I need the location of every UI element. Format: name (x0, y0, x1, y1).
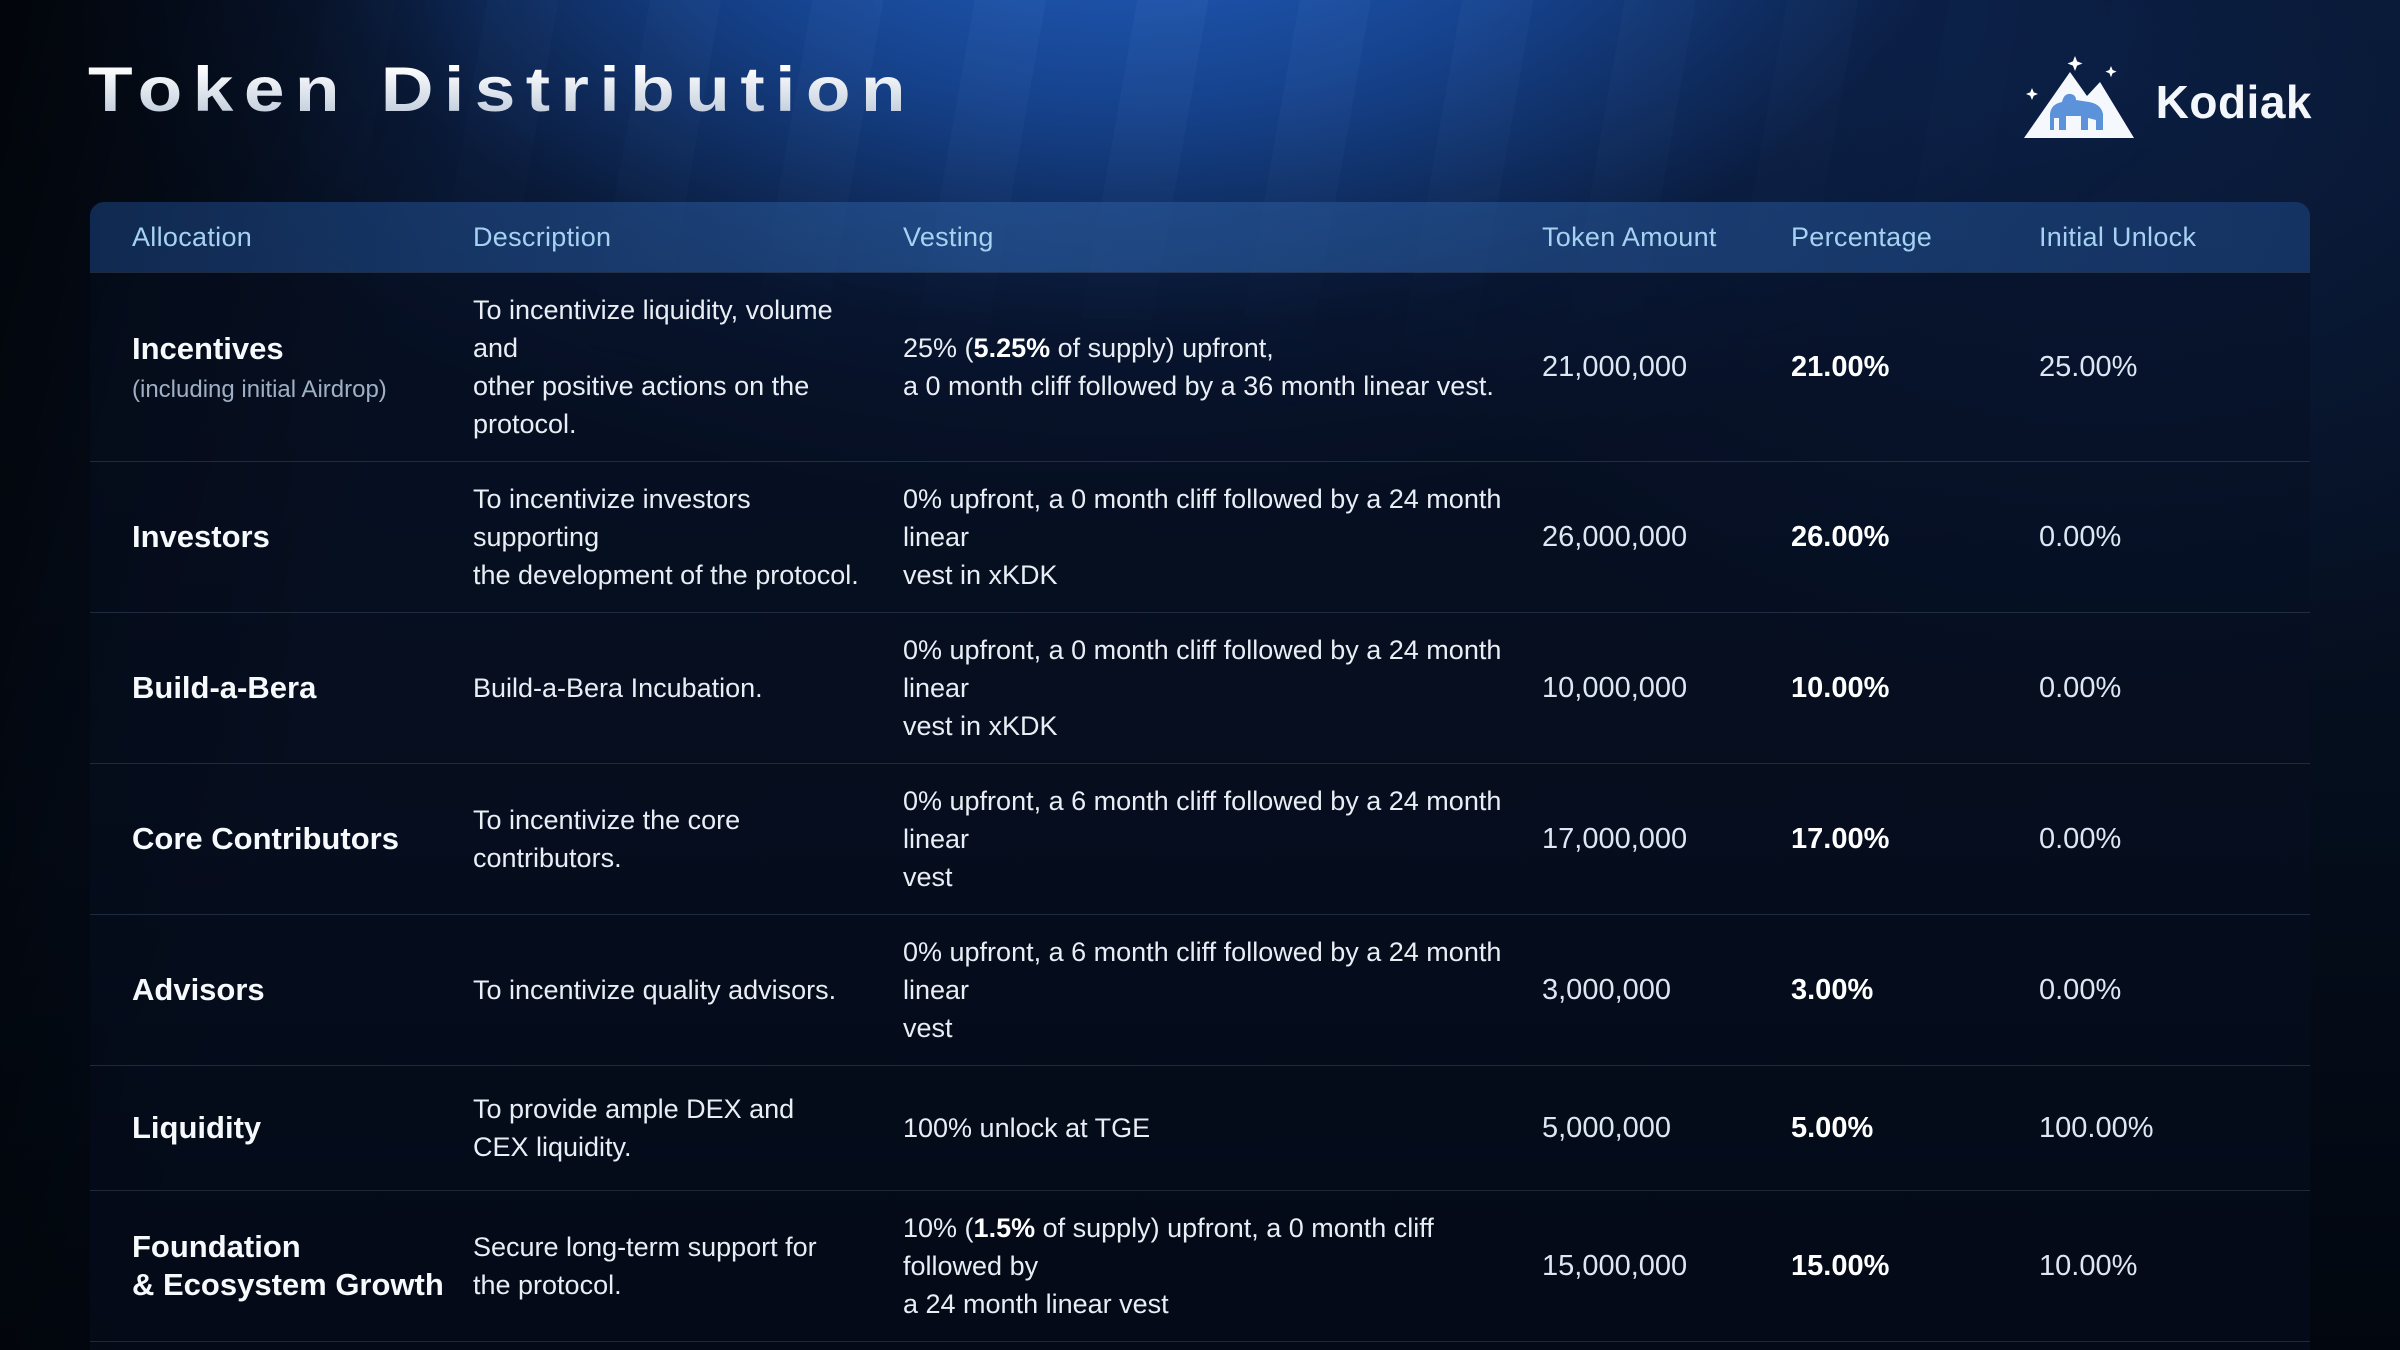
description-cell: To provide ample DEX and CEX liquidity. (473, 1094, 795, 1162)
allocation-cell: Advisors (132, 971, 473, 1009)
logo-wordmark: Kodiak (2155, 76, 2312, 128)
column-header-allocation: Allocation (132, 221, 253, 252)
token-distribution-table: Allocation Description Vesting Token Amo… (90, 202, 2310, 1350)
vesting-text: 0% upfront, a 0 month cliff followed by … (903, 484, 1502, 590)
table-row: Liquidity To provide ample DEX and CEX l… (90, 1065, 2310, 1190)
token-amount-cell: 15,000,000 (1542, 1249, 1688, 1282)
allocation-name: Investors (132, 519, 270, 554)
vesting-cell: 0% upfront, a 6 month cliff followed by … (903, 933, 1542, 1047)
table-row: Investors To incentivize investors suppo… (90, 461, 2310, 612)
allocation-cell: Investors (132, 518, 473, 556)
vesting-cell: 25% (5.25% of supply) upfront, a 0 month… (903, 329, 1542, 405)
column-header-initial-unlock: Initial Unlock (2039, 221, 2197, 252)
percentage-cell: 21.00% (1791, 350, 1890, 383)
vesting-text: 0% upfront, a 6 month cliff followed by … (903, 786, 1502, 892)
description-cell: Secure long-term support for the protoco… (473, 1232, 817, 1300)
kodiak-logo: Kodiak (2016, 52, 2312, 152)
percentage-cell: 15.00% (1791, 1249, 1890, 1282)
vesting-cell: 10% (1.5% of supply) upfront, a 0 month … (903, 1209, 1542, 1323)
percentage-cell: 5.00% (1791, 1111, 1874, 1144)
table-row: Public Sale To distribute tokens to the … (90, 1341, 2310, 1350)
initial-unlock-cell: 0.00% (2039, 520, 2122, 553)
percentage-cell: 10.00% (1791, 671, 1890, 704)
token-amount-cell: 5,000,000 (1542, 1111, 1672, 1144)
vesting-text: 10% ( (903, 1213, 974, 1243)
description-cell: To incentivize quality advisors. (473, 975, 837, 1005)
column-header-description: Description (473, 221, 612, 252)
table-row: Core Contributors To incentivize the cor… (90, 763, 2310, 914)
allocation-name: Core Contributors (132, 821, 399, 856)
initial-unlock-cell: 10.00% (2039, 1249, 2138, 1282)
initial-unlock-cell: 0.00% (2039, 973, 2122, 1006)
percentage-cell: 26.00% (1791, 520, 1890, 553)
allocation-cell: Foundation & Ecosystem Growth (132, 1228, 473, 1304)
token-amount-cell: 21,000,000 (1542, 350, 1688, 383)
initial-unlock-cell: 25.00% (2039, 350, 2138, 383)
token-amount-cell: 10,000,000 (1542, 671, 1688, 704)
description-cell: To incentivize the core contributors. (473, 805, 741, 873)
page-title: Token Distribution (88, 55, 917, 125)
allocation-name: Foundation & Ecosystem Growth (132, 1229, 444, 1302)
allocation-cell: Build-a-Bera (132, 669, 473, 707)
vesting-cell: 0% upfront, a 0 month cliff followed by … (903, 631, 1542, 745)
kodiak-mountain-bear-icon (2023, 56, 2134, 138)
vesting-cell: 100% unlock at TGE (903, 1109, 1542, 1147)
initial-unlock-cell: 0.00% (2039, 671, 2122, 704)
allocation-cell: Incentives (including initial Airdrop) (132, 330, 473, 404)
description-cell: Build-a-Bera Incubation. (473, 673, 763, 703)
table-header-row: Allocation Description Vesting Token Amo… (90, 202, 2310, 272)
token-amount-cell: 17,000,000 (1542, 822, 1688, 855)
column-header-token-amount: Token Amount (1542, 221, 1717, 252)
vesting-text: 100% unlock at TGE (903, 1113, 1151, 1143)
vesting-text: of supply) upfront, a 0 month cliff foll… (903, 333, 1494, 401)
allocation-cell: Liquidity (132, 1109, 473, 1147)
table-row: Build-a-Bera Build-a-Bera Incubation. 0%… (90, 612, 2310, 763)
table-row: Incentives (including initial Airdrop) T… (90, 272, 2310, 461)
column-header-vesting: Vesting (903, 221, 994, 252)
vesting-text: 25% ( (903, 333, 974, 363)
allocation-name: Liquidity (132, 1110, 262, 1145)
vesting-bold-text: 5.25% (973, 333, 1051, 363)
allocation-cell: Core Contributors (132, 820, 473, 858)
table-row: Advisors To incentivize quality advisors… (90, 914, 2310, 1065)
initial-unlock-cell: 0.00% (2039, 822, 2122, 855)
column-header-percentage: Percentage (1791, 221, 1933, 252)
allocation-name: Incentives (132, 331, 284, 366)
vesting-text: 0% upfront, a 0 month cliff followed by … (903, 635, 1502, 741)
vesting-text: 0% upfront, a 6 month cliff followed by … (903, 937, 1502, 1043)
vesting-cell: 0% upfront, a 6 month cliff followed by … (903, 782, 1542, 896)
token-amount-cell: 3,000,000 (1542, 973, 1672, 1006)
description-cell: To incentivize liquidity, volume and oth… (473, 295, 833, 439)
vesting-cell: 0% upfront, a 0 month cliff followed by … (903, 480, 1542, 594)
initial-unlock-cell: 100.00% (2039, 1111, 2154, 1144)
percentage-cell: 17.00% (1791, 822, 1890, 855)
allocation-name: Build-a-Bera (132, 670, 317, 705)
token-amount-cell: 26,000,000 (1542, 520, 1688, 553)
allocation-name: Advisors (132, 972, 265, 1007)
allocation-note: (including initial Airdrop) (132, 376, 387, 403)
description-cell: To incentivize investors supporting the … (473, 484, 859, 590)
percentage-cell: 3.00% (1791, 973, 1874, 1006)
vesting-bold-text: 1.5% (973, 1213, 1036, 1243)
table-row: Foundation & Ecosystem Growth Secure lon… (90, 1190, 2310, 1341)
vesting-text: of supply) upfront, a 0 month cliff foll… (903, 1213, 1434, 1319)
